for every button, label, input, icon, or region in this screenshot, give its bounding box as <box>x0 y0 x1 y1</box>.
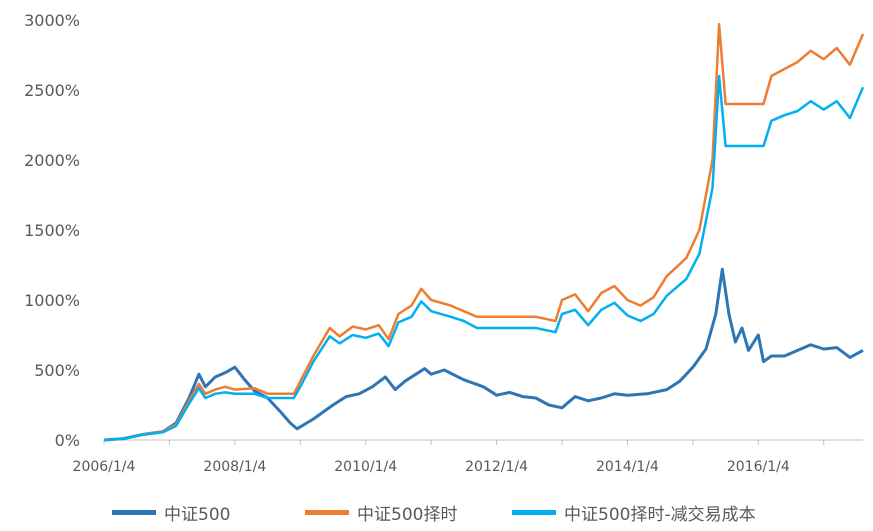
legend-swatch-timing-net <box>512 510 556 515</box>
y-tick-label: 2500% <box>24 81 80 100</box>
legend: 中证500 中证500择时 中证500择时-减交易成本 <box>0 500 873 528</box>
y-axis: 0% 500% 1000% 1500% 2000% 2500% 3000% <box>24 11 80 450</box>
y-tick-label: 1500% <box>24 221 80 240</box>
y-tick-label: 3000% <box>24 11 80 30</box>
legend-label-timing-net: 中证500择时-减交易成本 <box>564 505 756 525</box>
legend-item-timing-net[interactable]: 中证500择时-减交易成本 <box>512 500 756 525</box>
chart: 0% 500% 1000% 1500% 2000% 2500% 3000% 2006/1/4… <box>24 11 865 475</box>
series-line-timing-net <box>103 74 865 442</box>
y-tick-label: 1000% <box>24 291 80 310</box>
series-line-timing <box>103 22 865 442</box>
y-tick-label: 2000% <box>24 151 80 170</box>
y-tick-label: 0% <box>55 431 80 450</box>
x-tick-label: 2008/1/4 <box>203 459 266 475</box>
legend-label-csi500: 中证500 <box>164 505 231 525</box>
legend-label-timing: 中证500择时 <box>357 505 458 525</box>
x-tick-label: 2012/1/4 <box>465 459 528 475</box>
x-axis: 2006/1/4 2008/1/4 2010/1/4 2012/1/4 2014/1/4… <box>73 440 825 475</box>
legend-item-csi500[interactable]: 中证500 <box>112 500 230 525</box>
legend-swatch-timing <box>305 510 349 515</box>
x-tick-label: 2014/1/4 <box>596 459 659 475</box>
x-tick-label: 2010/1/4 <box>334 459 397 475</box>
series-group <box>103 22 865 442</box>
y-tick-label: 500% <box>34 361 80 380</box>
series-line-csi500 <box>103 267 864 442</box>
x-tick-label: 2006/1/4 <box>73 459 136 475</box>
legend-item-timing[interactable]: 中证500择时 <box>305 500 457 525</box>
legend-swatch-csi500 <box>112 510 156 515</box>
x-tick-label: 2016/1/4 <box>727 459 790 475</box>
